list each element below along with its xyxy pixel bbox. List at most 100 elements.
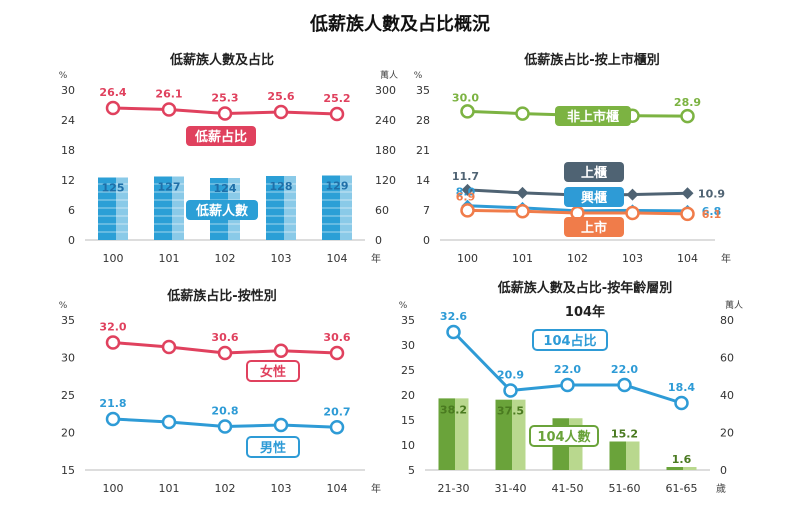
line-value-label: 25.3 <box>211 92 238 105</box>
bar <box>438 398 455 470</box>
y-right-tick-label: 0 <box>720 464 727 477</box>
y-left-tick-label: 25 <box>401 364 415 377</box>
y-left-tick-label: 35 <box>416 84 430 97</box>
line-point-marker <box>217 106 233 121</box>
legend-line-label: 104占比 <box>543 333 596 349</box>
line-value-label: 28.9 <box>674 96 701 109</box>
y-right-unit: 萬人 <box>380 69 398 81</box>
line-point-marker <box>217 345 233 361</box>
line-value-label: 10.9 <box>698 187 725 200</box>
line-value-label: 32.6 <box>440 310 467 323</box>
x-tick-label: 100 <box>103 482 124 495</box>
x-tick-label: 31-40 <box>495 482 527 495</box>
y-left-tick-label: 0 <box>68 234 75 247</box>
y-left-tick-label: 30 <box>61 352 75 365</box>
x-tick-label: 41-50 <box>552 482 584 495</box>
legend-bar-box <box>186 200 258 220</box>
x-tick-label: 104 <box>677 252 698 265</box>
legend-line-label: 低薪占比 <box>194 129 247 145</box>
line-value-label: 25.6 <box>267 90 294 103</box>
line-value-label: 25.2 <box>323 92 350 105</box>
x-tick-label: 103 <box>271 252 292 265</box>
y-right-tick-label: 240 <box>375 114 396 127</box>
line-value-label: 18.4 <box>668 381 695 394</box>
y-left-tick-label: 5 <box>408 464 415 477</box>
y-left-tick-label: 7 <box>423 204 430 217</box>
legend-series-label: 女性 <box>260 364 286 380</box>
x-tick-label: 101 <box>159 252 180 265</box>
bar-value-label: 1.6 <box>672 453 692 466</box>
chart-subtitle: 104年 <box>565 304 605 320</box>
y-left-unit: % <box>59 301 68 311</box>
y-right-tick-label: 0 <box>375 234 382 247</box>
line-point-marker <box>105 411 121 427</box>
line-value-label: 30.6 <box>211 331 238 344</box>
legend-series-label: 非上市櫃 <box>567 109 619 125</box>
x-unit: 年 <box>721 252 731 265</box>
y-right-tick-label: 60 <box>720 352 734 365</box>
chart-tr: 低薪族占比-按上市櫃別 35 28 21 14 7 0% 100 101 102 103 104 年 30… <box>414 52 731 265</box>
legend-series-box <box>564 187 624 207</box>
y-right-tick-label: 120 <box>375 174 396 187</box>
bar <box>495 399 512 470</box>
y-right-tick-label: 40 <box>720 389 734 402</box>
bar-value-label: 129 <box>326 180 349 193</box>
line-point-marker <box>105 335 121 350</box>
line-point-marker <box>273 343 289 358</box>
y-left-tick-label: 15 <box>61 464 75 477</box>
y-left-tick-label: 30 <box>401 339 415 352</box>
line-point-marker <box>460 104 475 119</box>
line-value-label: 11.7 <box>452 170 479 183</box>
line-point-marker <box>617 377 632 393</box>
line-value-label: 6.9 <box>456 190 476 203</box>
legend-bar-label: 104人數 <box>537 429 590 445</box>
line-point-marker <box>273 417 289 433</box>
legend-series-box <box>246 360 300 382</box>
legend-series-label: 興櫃 <box>581 190 607 206</box>
x-tick-label: 102 <box>567 252 588 265</box>
line-point-marker <box>329 106 345 122</box>
legend-series-label: 男性 <box>260 440 286 456</box>
line-value-label: 30.0 <box>452 91 479 104</box>
bar-value-label: 128 <box>270 180 293 193</box>
bar-value-label: 15.2 <box>611 428 638 441</box>
y-left-tick-label: 20 <box>61 427 75 440</box>
line-point-marker <box>625 205 640 221</box>
bar <box>666 467 683 470</box>
y-left-tick-label: 35 <box>61 314 75 327</box>
x-tick-label: 21-30 <box>438 482 470 495</box>
bar-value-label: 37.5 <box>497 405 524 418</box>
legend-series-box <box>564 162 624 182</box>
line-point-marker <box>329 345 345 361</box>
line-point-marker <box>680 108 695 124</box>
y-left-unit: % <box>414 71 423 81</box>
legend-series-box <box>555 106 631 126</box>
x-tick-label: 100 <box>457 252 478 265</box>
y-left-tick-label: 14 <box>416 174 430 187</box>
x-tick-label: 101 <box>512 252 533 265</box>
chart-title: 低薪族人數及占比-按年齡層別 <box>497 280 672 296</box>
x-tick-label: 104 <box>327 252 348 265</box>
line-point-marker <box>560 377 575 393</box>
line-value-label: 22.0 <box>611 363 638 376</box>
line-value-label: 22.0 <box>554 363 581 376</box>
line-point-marker <box>161 339 177 355</box>
legend-line-box <box>532 329 608 351</box>
y-left-tick-label: 15 <box>401 414 415 427</box>
line-point-marker <box>460 203 475 218</box>
y-right-tick-label: 60 <box>375 204 389 217</box>
line-point-marker <box>680 206 695 222</box>
line-point-marker <box>626 188 639 201</box>
line-value-label: 20.9 <box>497 369 524 382</box>
legend-bar-label: 低薪人數 <box>195 203 248 219</box>
y-left-unit: % <box>59 71 68 81</box>
x-unit: 歲 <box>716 482 726 495</box>
legend-line-box <box>186 126 256 146</box>
chart-title: 低薪族人數及占比 <box>169 52 274 68</box>
y-left-tick-label: 24 <box>61 114 75 127</box>
line-value-label: 26.4 <box>99 86 126 99</box>
bar-value-label: 124 <box>214 182 237 195</box>
bar <box>512 399 526 470</box>
